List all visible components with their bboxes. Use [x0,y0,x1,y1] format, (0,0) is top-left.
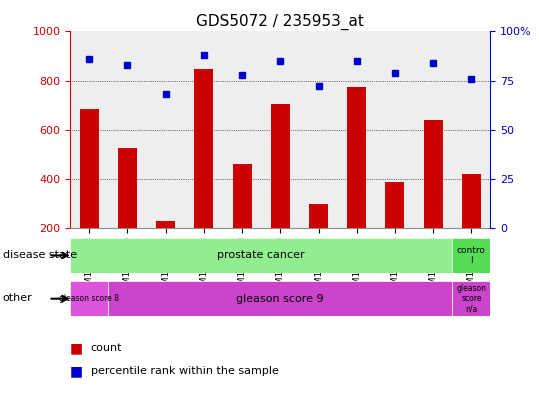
Bar [194,69,213,277]
Text: gleason
score
n/a: gleason score n/a [457,284,486,314]
Bar [385,182,404,277]
Bar [347,87,367,277]
Text: prostate cancer: prostate cancer [217,250,305,261]
Text: contro
l: contro l [457,246,486,265]
Bar [232,163,252,277]
Title: GDS5072 / 235953_at: GDS5072 / 235953_at [196,14,364,30]
Bar [271,105,290,277]
Bar [70,281,108,316]
Text: ■: ■ [70,341,83,355]
Text: count: count [91,343,122,353]
Bar [309,204,328,277]
Bar [462,174,481,277]
Text: disease state: disease state [3,250,77,260]
Text: other: other [3,293,32,303]
Bar [424,120,443,277]
Bar [118,148,137,277]
Bar [452,281,490,316]
Bar [452,238,490,273]
Bar [108,281,452,316]
Text: percentile rank within the sample: percentile rank within the sample [91,366,279,376]
Bar [80,109,99,277]
Bar [156,220,175,277]
Text: gleason score 8: gleason score 8 [59,294,119,303]
Text: ■: ■ [70,364,83,378]
Text: gleason score 9: gleason score 9 [237,294,324,304]
